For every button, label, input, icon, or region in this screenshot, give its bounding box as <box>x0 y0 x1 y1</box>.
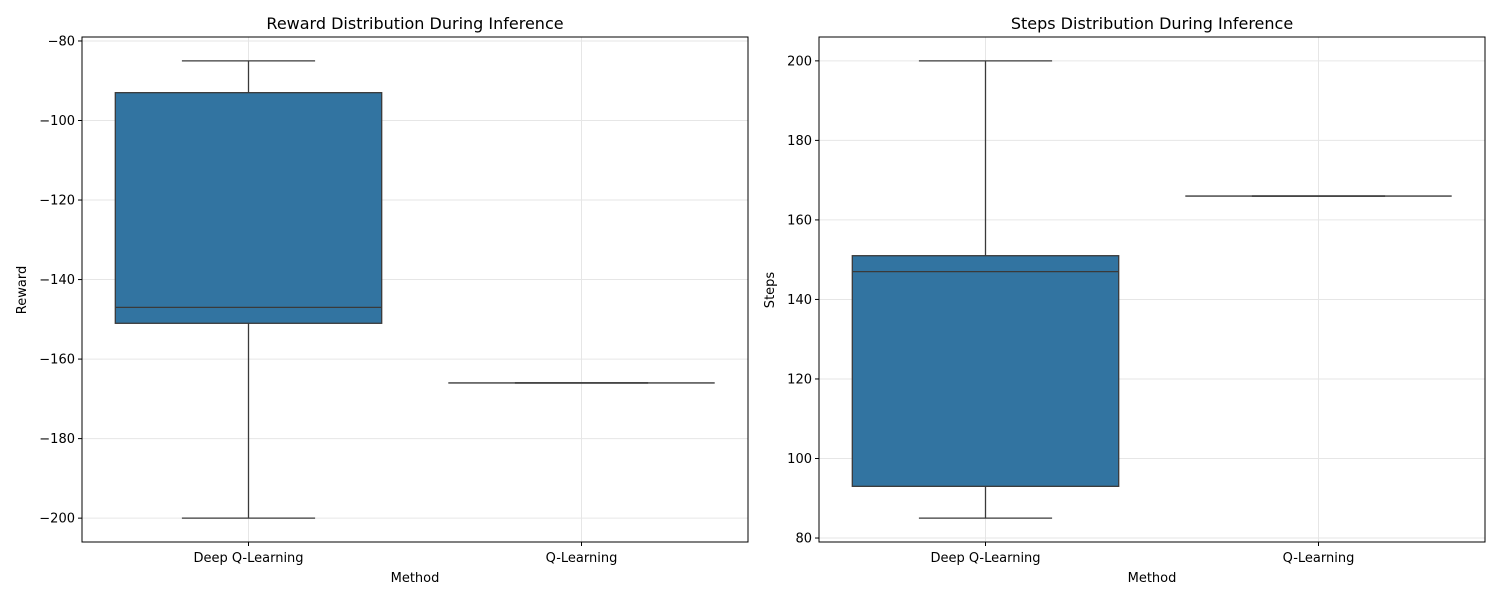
steps-y-tick-label: 180 <box>787 134 812 149</box>
steps-y-tick-label: 80 <box>795 532 812 547</box>
reward-y-tick-label: −160 <box>39 353 75 368</box>
steps-x-axis-label: Method <box>1128 571 1177 586</box>
steps-y-tick-label: 120 <box>787 372 812 387</box>
reward-y-tick-label: −180 <box>39 432 75 447</box>
reward-y-tick-label: −140 <box>39 273 75 288</box>
reward-x-tick-label: Deep Q-Learning <box>193 551 303 566</box>
steps-y-tick-label: 100 <box>787 452 812 467</box>
iqr-box <box>114 92 383 324</box>
steps-chart-title: Steps Distribution During Inference <box>1011 14 1293 33</box>
reward-y-tick-label: −120 <box>39 194 75 209</box>
reward-plot-area: −200 −180 −160 −140 −120 −100 −80 Deep Q-Learni… <box>39 34 749 566</box>
reward-y-tick-label: −100 <box>39 114 75 129</box>
steps-chart-panel: Steps Distribution During Inference Meth… <box>763 14 1486 586</box>
reward-y-axis-label: Reward <box>15 266 30 314</box>
steps-x-tick-label: Q-Learning <box>1283 551 1355 566</box>
reward-y-tick-label: −200 <box>39 512 75 527</box>
steps-y-tick-label: 200 <box>787 54 812 69</box>
steps-axes-frame <box>818 36 1486 543</box>
reward-x-axis-label: Method <box>391 571 440 586</box>
steps-y-tick-label: 140 <box>787 293 812 308</box>
steps-y-tick-label: 160 <box>787 213 812 228</box>
reward-box-deep-q-learning <box>114 60 383 519</box>
reward-axes-frame <box>81 36 749 543</box>
steps-box-deep-q-learning <box>851 60 1120 519</box>
reward-chart-title: Reward Distribution During Inference <box>266 14 563 33</box>
reward-x-tick-label: Q-Learning <box>546 551 618 566</box>
steps-plot-area: 80 100 120 140 160 180 200 Deep Q-Learning Q-Lea… <box>787 36 1486 566</box>
steps-x-tick-label: Deep Q-Learning <box>930 551 1040 566</box>
iqr-box <box>851 255 1120 487</box>
steps-y-axis-label: Steps <box>763 272 778 309</box>
reward-chart-panel: Reward Distribution During Inference Met… <box>15 14 749 586</box>
reward-y-tick-label: −80 <box>48 34 75 49</box>
